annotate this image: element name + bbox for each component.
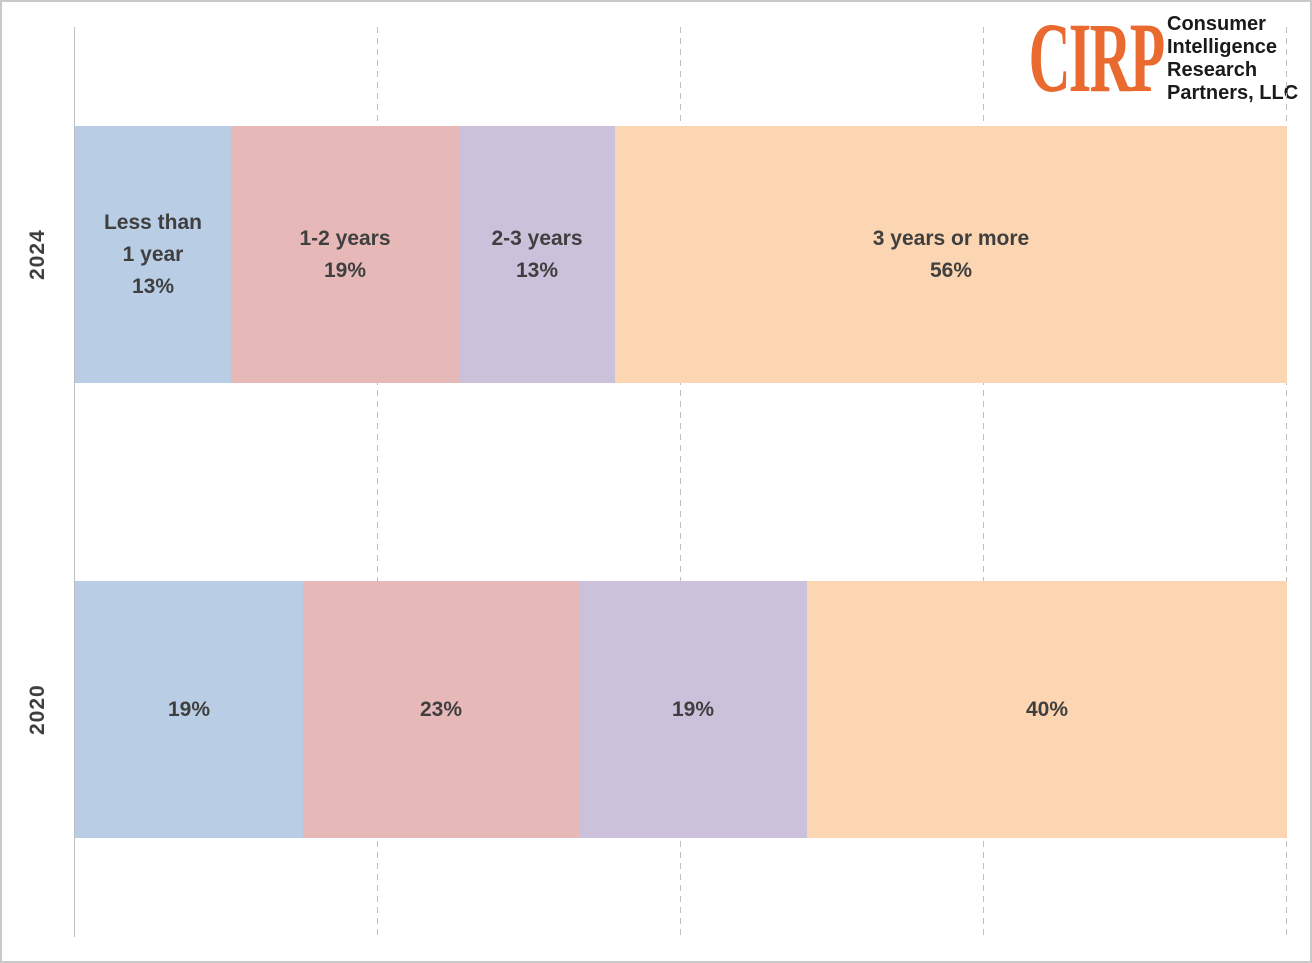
segment-label-line: 3 years or more: [872, 226, 1030, 250]
chart-row-2024: 2024 Less than 1 year 13% 1-2 years 19% 2-3 ye…: [26, 27, 1287, 482]
gridline-50pct: [680, 27, 681, 937]
y-axis-line: [74, 27, 75, 937]
segment-less-than-1-year: 19%: [75, 581, 303, 838]
segment-3-years-or-more: 3 years or more 56%: [615, 126, 1287, 383]
segment-label-line: 40%: [1025, 697, 1069, 721]
segment-label-line: 2-3 years: [491, 226, 583, 250]
segment-label-line: 1-2 years: [299, 226, 391, 250]
segment-label-line: 19%: [671, 697, 715, 721]
logo-name-line: Consumer: [1167, 13, 1266, 35]
segment-label-line: 19%: [323, 258, 367, 282]
stacked-bar-2020: 19% 23% 19% 40%: [75, 581, 1287, 838]
segment-label-line: 56%: [929, 258, 973, 282]
logo-name-line: Intelligence: [1167, 36, 1278, 58]
segment-2-3-years: 2-3 years 13%: [459, 126, 615, 383]
plot-area: 2024 Less than 1 year 13% 1-2 years 19% 2-3 ye…: [26, 27, 1287, 937]
gridline-25pct: [377, 27, 378, 937]
segment-label-line: 13%: [131, 274, 175, 298]
category-label-2020: 2020: [26, 684, 49, 735]
segment-less-than-1-year: Less than 1 year 13%: [75, 126, 231, 383]
segment-3-years-or-more: 40%: [807, 581, 1287, 838]
gridline-75pct: [983, 27, 984, 937]
chart-row-2020: 2020 19% 23% 19% 40%: [26, 482, 1287, 937]
segment-2-3-years: 19%: [579, 581, 807, 838]
category-label-2024: 2024: [26, 229, 49, 280]
gridline-100pct: [1286, 27, 1287, 937]
segment-1-2-years: 23%: [303, 581, 579, 838]
logo-name-line: Research: [1167, 59, 1258, 81]
stacked-bar-2024: Less than 1 year 13% 1-2 years 19% 2-3 years 1…: [75, 126, 1287, 383]
segment-label-line: 19%: [167, 697, 211, 721]
segment-label-line: 1 year: [122, 242, 184, 266]
segment-label-line: 13%: [515, 258, 559, 282]
cirp-logo: CIRP: [1028, 2, 1165, 113]
segment-label-line: 23%: [419, 697, 463, 721]
logo-name-line: Partners, LLC: [1167, 82, 1299, 104]
segment-1-2-years: 1-2 years 19%: [231, 126, 459, 383]
segment-label-line: Less than: [103, 210, 203, 234]
cirp-company-name: Consumer Intelligence Research Partners,…: [1167, 13, 1299, 105]
